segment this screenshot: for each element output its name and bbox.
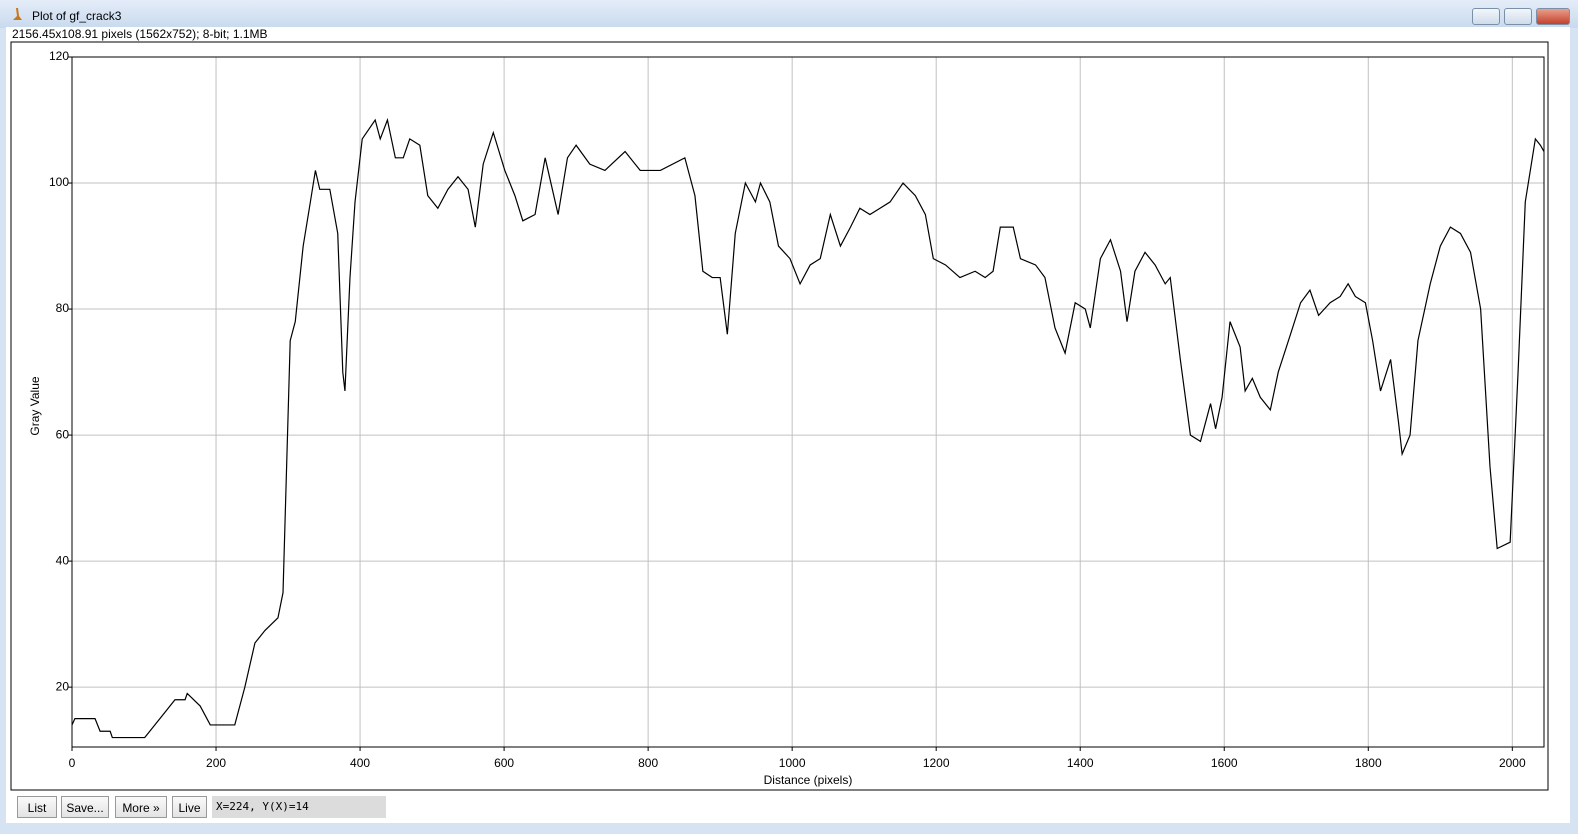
save-button[interactable]: Save...: [61, 796, 109, 818]
x-tick-label: 2000: [1499, 756, 1526, 770]
live-button[interactable]: Live: [172, 796, 207, 818]
x-tick-label: 1000: [779, 756, 806, 770]
plot-area-border: [71, 56, 1545, 748]
list-button[interactable]: List: [17, 796, 57, 818]
x-tick-label: 800: [638, 756, 658, 770]
image-info: 2156.45x108.91 pixels (1562x752); 8-bit;…: [12, 27, 268, 41]
status-field: X=224, Y(X)=14: [212, 796, 386, 818]
close-button[interactable]: [1536, 8, 1570, 25]
x-tick-label: 1600: [1211, 756, 1238, 770]
x-tick-label: 200: [206, 756, 226, 770]
x-axis-label: Distance (pixels): [764, 773, 853, 787]
x-tick-label: 400: [350, 756, 370, 770]
y-tick-label: 40: [56, 553, 70, 567]
y-tick-label: 100: [49, 175, 69, 189]
profile-line: [71, 117, 1545, 739]
y-tick-label: 20: [56, 679, 70, 693]
y-tick-label: 120: [49, 49, 69, 63]
y-tick-label: 60: [56, 427, 70, 441]
title-bar: Plot of gf_crack3: [0, 0, 1578, 28]
x-tick-label: 600: [494, 756, 514, 770]
x-tick-label: 1200: [923, 756, 950, 770]
app-icon: [13, 8, 22, 20]
x-tick-label: 1800: [1355, 756, 1382, 770]
minimize-button[interactable]: [1472, 8, 1500, 25]
y-tick-label: 80: [56, 301, 70, 315]
window-title: Plot of gf_crack3: [32, 9, 122, 23]
x-tick-label: 0: [69, 756, 76, 770]
plot-frame: [10, 41, 1549, 791]
y-axis-label: Gray Value: [28, 376, 42, 435]
x-tick-label: 1400: [1067, 756, 1094, 770]
more-button[interactable]: More »: [115, 796, 167, 818]
maximize-button[interactable]: [1504, 8, 1532, 25]
